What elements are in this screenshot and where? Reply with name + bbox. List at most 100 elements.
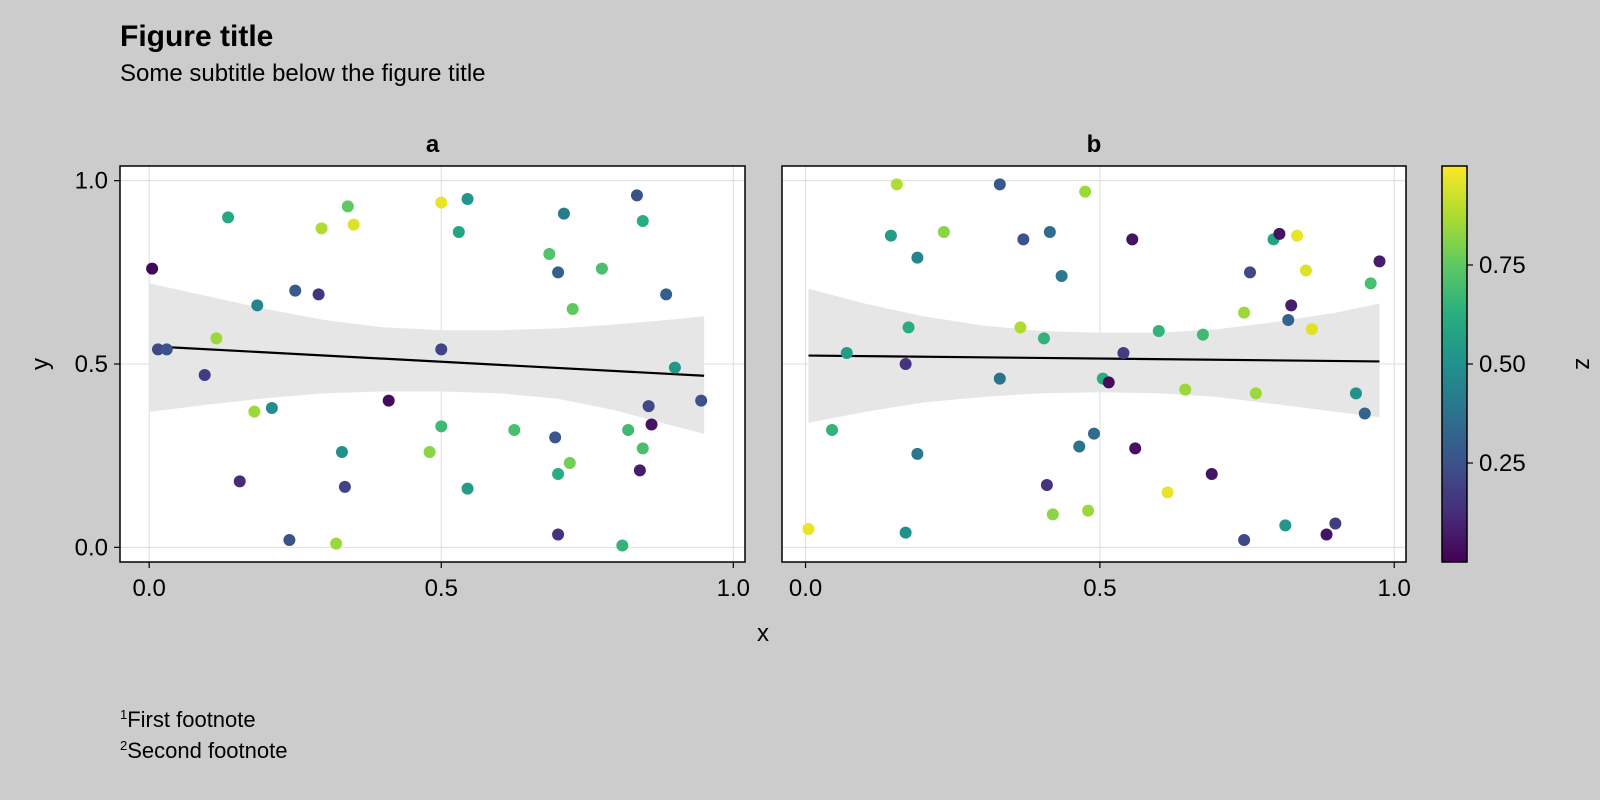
data-point [622, 424, 635, 436]
data-point [911, 251, 924, 264]
data-point [1358, 407, 1371, 420]
footnotes: 1First footnote 2Second footnote [120, 704, 287, 766]
data-point [251, 299, 264, 312]
data-point [435, 343, 448, 356]
panel-a [114, 165, 746, 568]
data-point [312, 288, 325, 301]
footnote-2: 2Second footnote [120, 735, 287, 766]
data-point [826, 424, 839, 436]
x-tick-label: 0.0 [133, 575, 166, 602]
data-point [552, 528, 565, 541]
x-tick-label: 1.0 [717, 575, 750, 602]
data-point [1273, 227, 1286, 240]
data-point [283, 534, 296, 546]
data-point [1291, 229, 1304, 242]
y-tick-label: 0.0 [75, 534, 108, 561]
data-point [1046, 508, 1059, 521]
data-point [1320, 528, 1333, 541]
footnote-1: 1First footnote [120, 704, 287, 735]
data-point [890, 178, 903, 191]
data-point [1238, 306, 1251, 319]
data-point [335, 446, 348, 458]
data-point [1364, 277, 1377, 290]
regression-line [166, 346, 705, 377]
figure-subtitle: Some subtitle below the figure title [120, 60, 486, 87]
regression-line [808, 354, 1380, 363]
data-point [151, 343, 164, 356]
data-point [552, 266, 565, 279]
panel-title: a [426, 131, 440, 158]
colorbar [1441, 165, 1473, 563]
data-point [382, 394, 395, 407]
data-point [1244, 266, 1256, 279]
data-point [1161, 486, 1174, 499]
data-point [315, 222, 328, 235]
data-point [630, 189, 643, 202]
data-point [1088, 427, 1100, 440]
data-point [616, 539, 629, 552]
data-point [993, 178, 1006, 191]
x-tick-label: 0.0 [789, 575, 822, 602]
data-point [1152, 325, 1165, 337]
data-point [595, 262, 608, 275]
data-point [899, 358, 912, 370]
data-point [1037, 332, 1050, 345]
confidence-band [149, 283, 705, 434]
data-point [642, 400, 655, 413]
data-point [1279, 519, 1292, 532]
data-point [1117, 347, 1130, 359]
data-point [1205, 468, 1218, 480]
data-point [633, 464, 646, 477]
colorbar-tick-label: 0.50 [1479, 351, 1526, 378]
data-point [1196, 328, 1209, 341]
data-point [461, 482, 474, 495]
data-point [1079, 185, 1092, 198]
data-point [1373, 255, 1386, 268]
data-point [222, 211, 235, 224]
data-point [1349, 387, 1362, 400]
data-point [1238, 534, 1251, 546]
x-tick-label: 0.5 [425, 575, 458, 602]
data-point [660, 288, 673, 301]
data-point [265, 402, 278, 414]
data-point [347, 218, 360, 231]
data-point [1282, 314, 1295, 326]
footnote-marker: 2 [120, 738, 128, 753]
data-point [549, 431, 562, 444]
data-point [668, 361, 681, 374]
data-point [636, 215, 649, 227]
x-tick-label: 1.0 [1378, 575, 1411, 602]
data-point [1299, 264, 1312, 277]
data-point [563, 457, 576, 469]
data-point [1040, 479, 1053, 491]
data-point [902, 321, 915, 334]
footnote-text: First footnote [127, 707, 256, 732]
panel-b [781, 165, 1407, 568]
data-point [645, 418, 658, 431]
colorbar-tick-label: 0.25 [1479, 450, 1526, 477]
data-point [452, 226, 465, 238]
y-axis-label: y [27, 358, 54, 370]
data-point [695, 394, 708, 407]
data-point [461, 193, 474, 205]
data-point [911, 447, 924, 460]
data-point [508, 424, 521, 436]
colorbar-gradient [1441, 165, 1468, 563]
data-point [937, 226, 950, 238]
data-point [341, 200, 354, 213]
data-point [1043, 226, 1056, 238]
data-point [1073, 440, 1086, 453]
colorbar-tick-label: 0.75 [1479, 252, 1526, 279]
footnote-text: Second footnote [127, 738, 288, 763]
data-point [1285, 299, 1298, 312]
x-axis-label: x [757, 620, 769, 647]
data-point [543, 248, 556, 260]
data-point [1102, 376, 1115, 389]
data-point [802, 523, 815, 535]
data-point [338, 480, 351, 493]
data-point [566, 303, 579, 315]
data-point [435, 196, 448, 209]
data-point [552, 468, 565, 480]
data-point [557, 207, 570, 220]
